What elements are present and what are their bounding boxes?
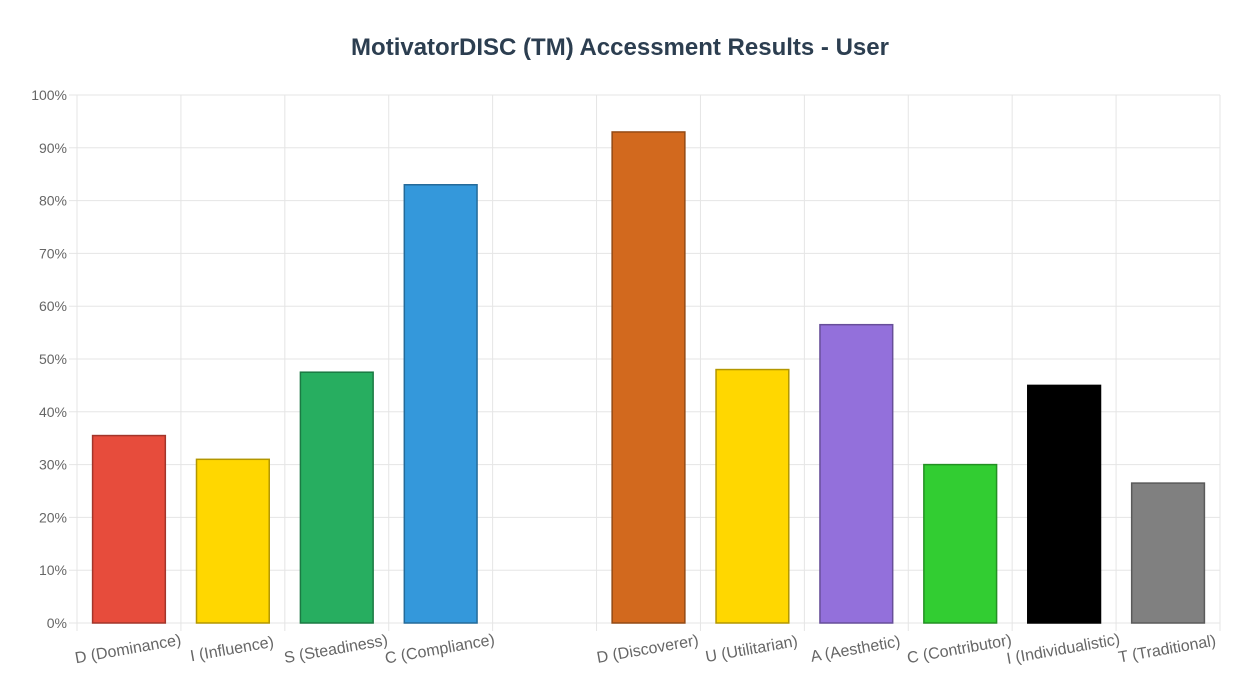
y-tick-label: 30% — [39, 457, 67, 473]
x-category-label: C (Compliance) — [384, 632, 496, 668]
x-category-label: I (Individualistic) — [1005, 631, 1121, 668]
bars — [91, 131, 1206, 624]
x-category-label: I (Influence) — [189, 634, 275, 665]
y-tick-label: 70% — [39, 245, 67, 261]
y-tick-label: 90% — [39, 140, 67, 156]
bar — [611, 131, 686, 624]
bar — [91, 434, 167, 624]
x-category-label: A (Aesthetic) — [809, 633, 901, 665]
x-category-label: D (Dominance) — [74, 632, 183, 667]
y-tick-label: 80% — [39, 193, 67, 209]
y-tick-label: 100% — [31, 87, 67, 103]
x-category-label: T (Traditional) — [1117, 633, 1217, 667]
bar — [1027, 384, 1102, 624]
y-tick-label: 10% — [39, 562, 67, 578]
x-axis-category-labels: D (Dominance) I (Influence) S (Steadiness)… — [74, 631, 1218, 668]
y-tick-label: 50% — [39, 351, 67, 367]
bar — [715, 368, 790, 624]
y-tick-label: 20% — [39, 509, 67, 525]
bar — [195, 458, 270, 624]
bar — [403, 184, 478, 624]
y-tick-label: 0% — [47, 615, 67, 631]
chart-title: MotivatorDISC (TM) Accessment Results - … — [351, 34, 889, 61]
x-category-label: C (Contributor) — [906, 632, 1013, 667]
bar — [299, 371, 374, 624]
bar — [1130, 482, 1206, 624]
y-axis-tick-labels: 0% 10% 20% 30% 40% 50% 60% 70% 80% 90% 100% — [31, 87, 67, 631]
x-category-label: D (Discoverer) — [595, 632, 700, 667]
x-category-label: U (Utilitarian) — [704, 633, 799, 666]
y-tick-label: 40% — [39, 404, 67, 420]
bar — [819, 323, 894, 624]
x-category-label: S (Steadiness) — [283, 632, 389, 667]
bar — [923, 463, 998, 624]
y-tick-label: 60% — [39, 298, 67, 314]
